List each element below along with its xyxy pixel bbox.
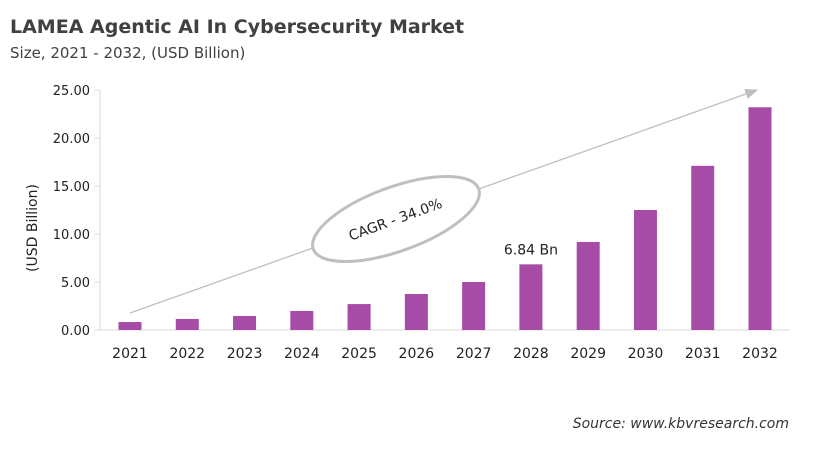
chart-subtitle: Size, 2021 - 2032, (USD Billion) xyxy=(10,44,246,62)
y-tick-label: 0.00 xyxy=(61,324,90,339)
y-tick-label: 15.00 xyxy=(53,180,90,195)
x-tick-label: 2025 xyxy=(341,346,377,362)
bar-2021 xyxy=(118,322,142,330)
bar-2032 xyxy=(748,107,772,330)
x-tick-label: 2024 xyxy=(284,346,320,362)
x-tick-label: 2021 xyxy=(112,346,148,362)
bar-2031 xyxy=(691,165,715,330)
y-tick-label: 10.00 xyxy=(53,228,90,243)
x-tick-label: 2027 xyxy=(456,346,492,362)
y-tick-label: 5.00 xyxy=(61,276,90,291)
x-tick-label: 2023 xyxy=(227,346,263,362)
x-tick-label: 2026 xyxy=(399,346,435,362)
x-tick-label: 2029 xyxy=(570,346,606,362)
chart-title: LAMEA Agentic AI In Cybersecurity Market xyxy=(10,16,465,38)
bar-2029 xyxy=(576,241,600,330)
bar-2027 xyxy=(462,282,486,330)
bar-2025 xyxy=(347,304,371,330)
x-tick-label: 2030 xyxy=(628,346,664,362)
bar-2026 xyxy=(404,294,428,330)
cagr-ellipse xyxy=(311,174,481,264)
y-tick-label: 20.00 xyxy=(53,132,90,147)
bar-2023 xyxy=(233,315,257,330)
data-label: 6.84 Bn xyxy=(504,242,558,258)
bar-2028 xyxy=(519,264,543,330)
x-tick-label: 2032 xyxy=(742,346,778,362)
y-axis-label: (USD Billion) xyxy=(25,184,41,272)
bar-2022 xyxy=(175,318,199,330)
x-tick-label: 2028 xyxy=(513,346,549,362)
x-tick-label: 2031 xyxy=(685,346,721,362)
source-note: Source: www.kbvresearch.com xyxy=(572,416,789,432)
y-tick-label: 25.00 xyxy=(53,84,90,99)
bar-2030 xyxy=(633,210,657,330)
x-tick-label: 2022 xyxy=(169,346,205,362)
bar-2024 xyxy=(290,310,314,330)
